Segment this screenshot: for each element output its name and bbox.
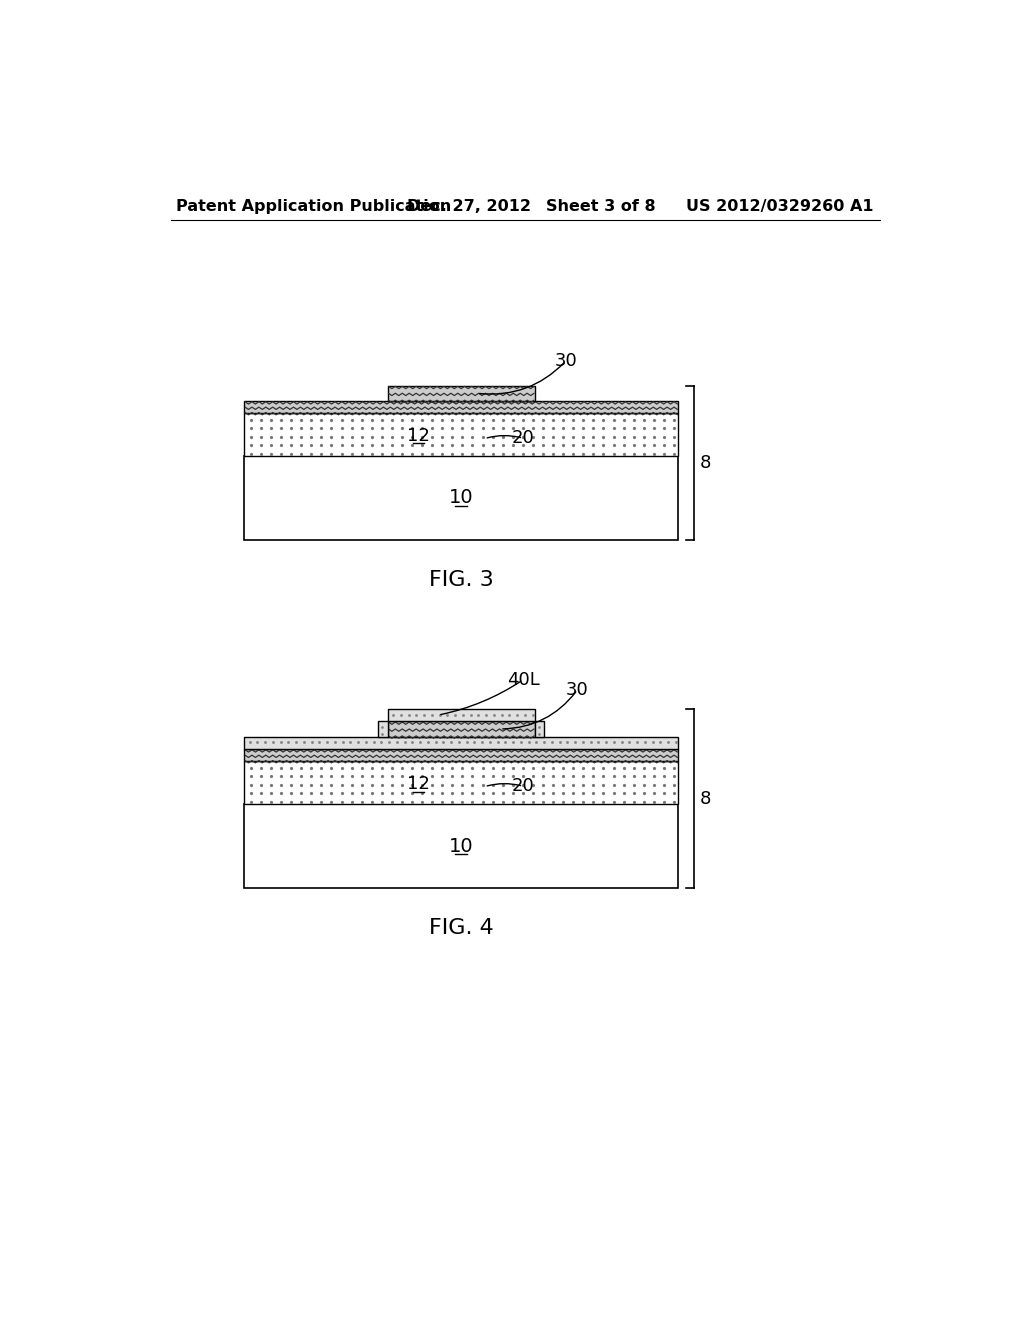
Bar [535, 721, 544, 737]
Text: 8: 8 [700, 789, 712, 808]
Bar [245, 804, 678, 888]
Text: 30: 30 [566, 681, 589, 698]
Text: Patent Application Publication: Patent Application Publication [176, 198, 452, 214]
Text: FIG. 3: FIG. 3 [429, 570, 494, 590]
Bar [388, 721, 535, 737]
Bar [388, 709, 535, 721]
Bar [245, 401, 678, 413]
Text: FIG. 4: FIG. 4 [429, 919, 494, 939]
Bar [245, 762, 678, 804]
Text: Sheet 3 of 8: Sheet 3 of 8 [547, 198, 656, 214]
Bar [245, 748, 678, 762]
Text: US 2012/0329260 A1: US 2012/0329260 A1 [686, 198, 873, 214]
Text: 10: 10 [449, 837, 473, 855]
Bar [245, 455, 678, 540]
Text: 30: 30 [555, 352, 578, 370]
Bar [245, 413, 678, 455]
Text: 8: 8 [700, 454, 712, 473]
Text: 40L: 40L [507, 671, 540, 689]
Text: Dec. 27, 2012: Dec. 27, 2012 [407, 198, 531, 214]
Text: 12: 12 [408, 426, 430, 445]
Text: 12: 12 [408, 775, 430, 793]
Bar [378, 721, 388, 737]
Text: 10: 10 [449, 488, 473, 507]
Text: 20: 20 [512, 777, 535, 796]
Bar [245, 737, 678, 748]
Bar [388, 385, 535, 401]
Text: 20: 20 [512, 429, 535, 447]
